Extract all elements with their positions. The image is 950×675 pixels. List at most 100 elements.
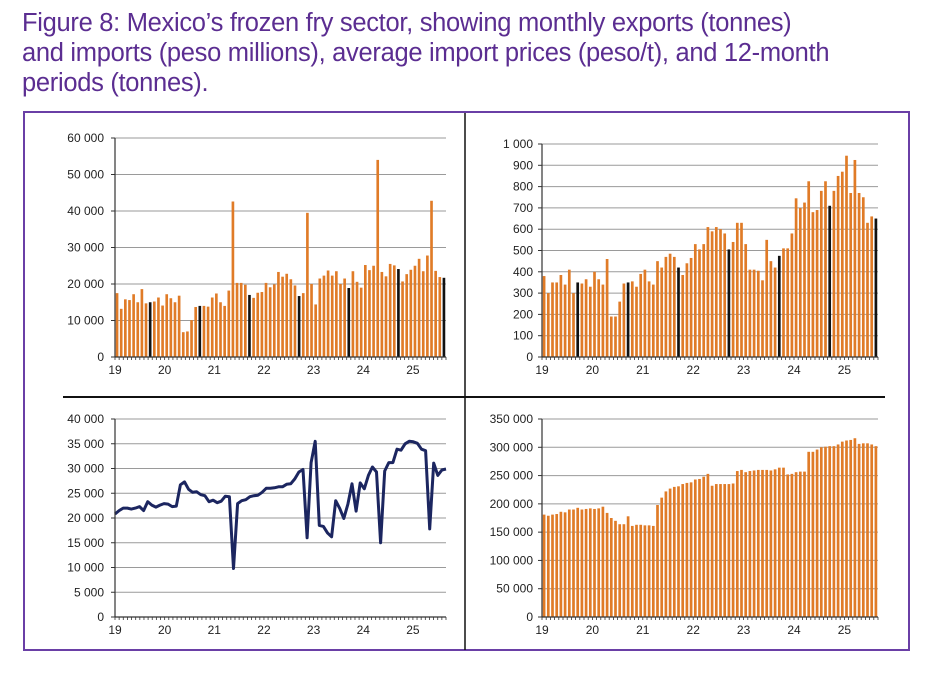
x-tick-label: 19	[535, 623, 549, 637]
bar-highlight	[677, 267, 680, 357]
bar	[546, 293, 550, 357]
bar	[861, 443, 865, 617]
y-tick-label: 200	[513, 307, 533, 321]
bar	[626, 516, 630, 617]
bar-highlight	[442, 277, 446, 357]
bar	[786, 248, 790, 357]
y-tick-label: 30 000	[67, 241, 104, 255]
bar	[803, 202, 806, 357]
bar	[285, 273, 289, 357]
x-tick-label: 23	[737, 623, 751, 637]
bar-highlight	[148, 302, 152, 357]
y-tick-label: 50 000	[67, 168, 104, 182]
bar	[635, 524, 638, 617]
y-tick-label: 20 000	[67, 511, 104, 525]
bar	[572, 509, 575, 617]
bar	[744, 472, 748, 617]
x-tick-label: 19	[108, 623, 122, 637]
bar	[186, 331, 189, 357]
bar	[576, 507, 580, 617]
bar	[798, 471, 802, 617]
bar	[380, 271, 384, 357]
bar	[128, 300, 131, 357]
bar	[363, 265, 367, 357]
bar	[244, 284, 247, 357]
x-tick-label: 22	[257, 623, 271, 637]
bar	[672, 256, 676, 357]
bar	[551, 282, 554, 357]
bar	[874, 446, 878, 617]
bar	[698, 249, 701, 357]
figure-title-line-3: periods (tonnes).	[22, 69, 209, 97]
bar	[326, 270, 330, 357]
bar	[260, 292, 264, 357]
bar	[656, 261, 659, 357]
bar	[710, 231, 714, 357]
y-tick-label: 10 000	[67, 314, 104, 328]
bar	[388, 263, 392, 357]
bar	[144, 303, 148, 357]
bar	[351, 271, 355, 357]
bar	[857, 443, 861, 617]
bar	[392, 265, 396, 357]
bar	[811, 451, 815, 617]
bar	[115, 293, 119, 357]
bar	[811, 212, 815, 357]
chart-panel-top-left: 0 10 000 20 000 30 000 40 000 50 000 60 000 19 2…	[67, 131, 447, 377]
x-tick-label: 23	[737, 363, 751, 377]
figure-title-line-2: and imports (peso millions), average imp…	[22, 39, 830, 67]
bar	[664, 491, 668, 617]
bar	[639, 273, 643, 357]
bar	[601, 284, 605, 357]
bar	[815, 449, 819, 617]
bar	[744, 244, 748, 357]
bar	[740, 469, 743, 617]
bar	[668, 253, 672, 357]
bar	[677, 486, 680, 617]
bar	[281, 276, 284, 357]
bar	[384, 276, 388, 357]
bar	[268, 287, 272, 357]
x-tick-label: 25	[406, 623, 420, 637]
bar	[803, 471, 806, 617]
bar	[597, 508, 601, 617]
x-tick-label: 20	[586, 363, 600, 377]
bar	[368, 270, 371, 357]
bar	[597, 279, 601, 357]
bar	[735, 222, 739, 357]
bar	[256, 292, 260, 357]
x-tick-label: 19	[535, 363, 549, 377]
bar	[235, 282, 239, 357]
bar	[773, 267, 777, 357]
y-tick-label: 0	[526, 350, 533, 364]
bar	[845, 440, 848, 617]
bar	[643, 525, 647, 617]
bar	[693, 244, 697, 357]
y-tick-label: 0	[526, 610, 533, 624]
bar	[723, 484, 727, 617]
bar	[593, 508, 596, 617]
bar	[546, 515, 550, 617]
bar	[119, 308, 123, 357]
bar	[194, 306, 198, 357]
y-tick-label: 1 000	[503, 137, 533, 151]
bar	[685, 263, 689, 357]
x-tick-label: 22	[687, 623, 701, 637]
bar	[622, 283, 626, 357]
bar	[660, 267, 664, 357]
bar	[702, 244, 706, 357]
bar-highlight	[777, 255, 781, 357]
bar	[630, 525, 634, 617]
bar	[401, 281, 404, 357]
bar	[807, 451, 811, 617]
bar-highlight	[198, 305, 202, 357]
chart-panel-bottom-left: 0 5 000 10 000 15 000 20 000 25 000 30 000 35 0…	[67, 412, 447, 637]
bar	[555, 282, 559, 357]
bar	[169, 298, 173, 357]
bar	[301, 293, 305, 357]
bar	[567, 269, 571, 357]
bar	[794, 472, 798, 617]
y-tick-label: 600	[513, 222, 533, 236]
bar	[630, 281, 634, 357]
